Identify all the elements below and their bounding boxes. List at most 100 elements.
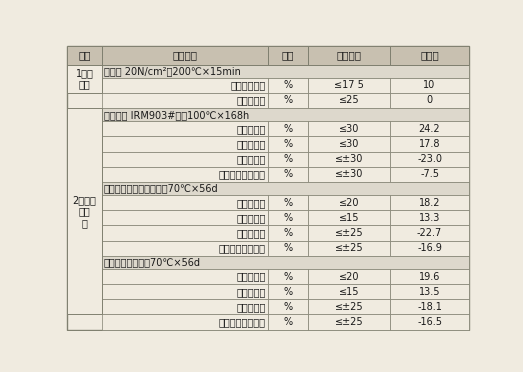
Text: %: % (283, 213, 293, 223)
Bar (67, 108, 101, 314)
Text: 强度变化率: 强度变化率 (236, 154, 266, 164)
Bar (268, 78, 308, 93)
Text: 单位: 单位 (282, 50, 294, 60)
Text: %: % (283, 198, 293, 208)
Bar (391, 314, 469, 330)
Bar (308, 269, 391, 284)
Text: 10: 10 (424, 80, 436, 90)
Text: 耕油试验 IRM903#油，100℃×168h: 耕油试验 IRM903#油，100℃×168h (104, 110, 249, 120)
Text: 断裂伸长率变化率: 断裂伸长率变化率 (219, 317, 266, 327)
Text: %: % (283, 243, 293, 253)
Text: 24.2: 24.2 (419, 124, 440, 134)
Text: 试验项目: 试验项目 (172, 50, 197, 60)
Bar (308, 121, 391, 137)
Bar (308, 46, 391, 64)
Bar (101, 225, 268, 241)
Bar (391, 93, 469, 108)
Text: 重量增加率: 重量增加率 (236, 139, 266, 149)
Text: ≤±30: ≤±30 (335, 169, 363, 179)
Bar (101, 121, 268, 137)
Text: 强度变化率: 强度变化率 (236, 228, 266, 238)
Text: 载荷下伸长率: 载荷下伸长率 (230, 80, 266, 90)
Text: ≤±25: ≤±25 (335, 243, 363, 253)
Text: 重量增加率: 重量增加率 (236, 213, 266, 223)
Text: ≤25: ≤25 (339, 96, 360, 106)
Bar (101, 167, 268, 182)
Text: -22.7: -22.7 (417, 228, 442, 238)
Bar (308, 225, 391, 241)
Text: 标准要求: 标准要求 (337, 50, 362, 60)
Text: ≤±30: ≤±30 (335, 154, 363, 164)
Bar (391, 152, 469, 167)
Text: %: % (283, 272, 293, 282)
Bar (101, 256, 469, 269)
Text: ≤±25: ≤±25 (335, 317, 363, 327)
Bar (308, 167, 391, 182)
Bar (101, 195, 268, 210)
Bar (308, 137, 391, 152)
Bar (101, 152, 268, 167)
Text: 0: 0 (426, 96, 433, 106)
Bar (308, 195, 391, 210)
Bar (268, 210, 308, 225)
Bar (101, 78, 268, 93)
Bar (308, 241, 391, 256)
Bar (268, 46, 308, 64)
Bar (268, 225, 308, 241)
Bar (67, 46, 101, 64)
Text: %: % (283, 228, 293, 238)
Bar (268, 152, 308, 167)
Bar (101, 64, 469, 78)
Text: 断裂伸长率变化率: 断裂伸长率变化率 (219, 243, 266, 253)
Text: ≤±25: ≤±25 (335, 228, 363, 238)
Bar (268, 121, 308, 137)
Bar (308, 78, 391, 93)
Text: -16.9: -16.9 (417, 243, 442, 253)
Text: 体积膨胀率: 体积膨胀率 (236, 198, 266, 208)
Text: -18.1: -18.1 (417, 302, 442, 312)
Text: ≤30: ≤30 (339, 124, 359, 134)
Text: %: % (283, 302, 293, 312)
Bar (268, 167, 308, 182)
Bar (101, 269, 268, 284)
Text: %: % (283, 124, 293, 134)
Bar (268, 195, 308, 210)
Text: -23.0: -23.0 (417, 154, 442, 164)
Text: ≤15: ≤15 (339, 213, 359, 223)
Text: 重量增加率: 重量增加率 (236, 287, 266, 297)
Bar (391, 121, 469, 137)
Text: ≤20: ≤20 (339, 272, 359, 282)
Bar (101, 314, 268, 330)
Text: %: % (283, 317, 293, 327)
Bar (391, 137, 469, 152)
Bar (391, 210, 469, 225)
Text: 浸水基溃化钙溶液试验，70℃×56d: 浸水基溃化钙溶液试验，70℃×56d (104, 183, 219, 193)
Bar (391, 241, 469, 256)
Bar (391, 46, 469, 64)
Text: 体积膨胀率: 体积膨胀率 (236, 272, 266, 282)
Text: 13.3: 13.3 (419, 213, 440, 223)
Bar (391, 299, 469, 314)
Text: -7.5: -7.5 (420, 169, 439, 179)
Text: %: % (283, 154, 293, 164)
Bar (101, 93, 268, 108)
Text: %: % (283, 139, 293, 149)
Bar (268, 269, 308, 284)
Bar (308, 210, 391, 225)
Text: 体积膨胀率: 体积膨胀率 (236, 124, 266, 134)
Text: 永久变形率: 永久变形率 (236, 96, 266, 106)
Text: 热延伸 20N/cm²，200℃×15min: 热延伸 20N/cm²，200℃×15min (104, 66, 241, 76)
Bar (67, 64, 101, 93)
Text: %: % (283, 169, 293, 179)
Bar (391, 167, 469, 182)
Text: 19.6: 19.6 (419, 272, 440, 282)
Bar (101, 182, 469, 195)
Bar (268, 137, 308, 152)
Bar (101, 137, 268, 152)
Bar (67, 46, 469, 64)
Bar (308, 93, 391, 108)
Bar (101, 284, 268, 299)
Bar (308, 314, 391, 330)
Text: 17.8: 17.8 (419, 139, 440, 149)
Bar (268, 284, 308, 299)
